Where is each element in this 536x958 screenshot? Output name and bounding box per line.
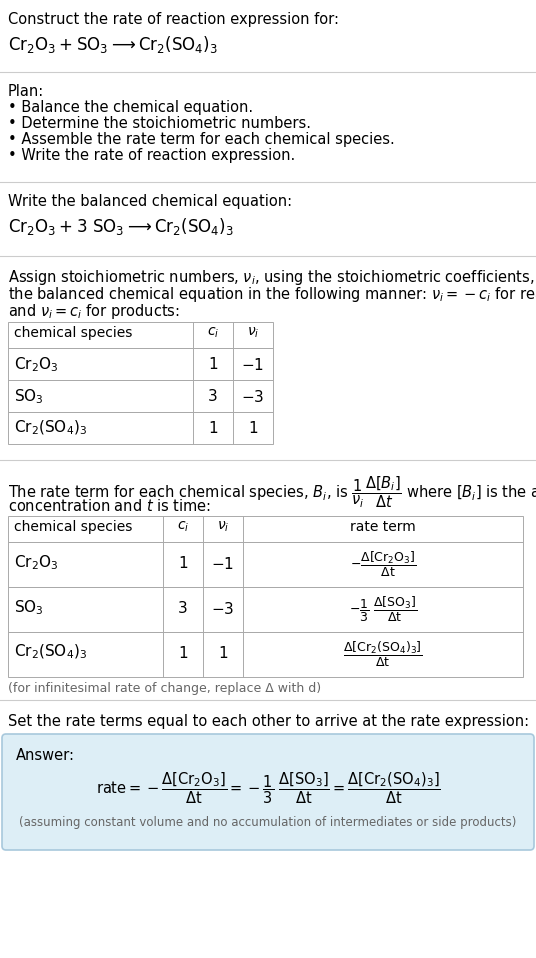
Text: $\nu_i$: $\nu_i$	[217, 520, 229, 535]
Text: Assign stoichiometric numbers, $\nu_i$, using the stoichiometric coefficients, $: Assign stoichiometric numbers, $\nu_i$, …	[8, 268, 536, 287]
Text: • Assemble the rate term for each chemical species.: • Assemble the rate term for each chemic…	[8, 132, 394, 147]
Text: $\rm Cr_2O_3 + 3\ SO_3 \longrightarrow Cr_2(SO_4)_3$: $\rm Cr_2O_3 + 3\ SO_3 \longrightarrow C…	[8, 216, 234, 237]
Bar	[8, 587, 523, 632]
Text: chemical species: chemical species	[14, 326, 132, 340]
Text: $\rm Cr_2O_3 + SO_3 \longrightarrow Cr_2(SO_4)_3$: $\rm Cr_2O_3 + SO_3 \longrightarrow Cr_2…	[8, 34, 218, 55]
Text: 3: 3	[208, 389, 218, 404]
Bar	[8, 348, 273, 380]
Text: $\rm Cr_2O_3$: $\rm Cr_2O_3$	[14, 355, 58, 374]
Text: and $\nu_i = c_i$ for products:: and $\nu_i = c_i$ for products:	[8, 302, 180, 321]
Text: The rate term for each chemical species, $B_i$, is $\dfrac{1}{\nu_i}\dfrac{\Delt: The rate term for each chemical species,…	[8, 474, 536, 510]
Text: $c_i$: $c_i$	[207, 326, 219, 340]
Text: $\rm Cr_2O_3$: $\rm Cr_2O_3$	[14, 553, 58, 572]
Text: $\rm SO_3$: $\rm SO_3$	[14, 598, 44, 617]
Text: $\dfrac{\Delta[\rm Cr_2(SO_4)_3]}{\Delta t}$: $\dfrac{\Delta[\rm Cr_2(SO_4)_3]}{\Delta…	[343, 640, 423, 669]
Text: $-1$: $-1$	[212, 556, 235, 572]
FancyBboxPatch shape	[2, 734, 534, 850]
Bar	[8, 412, 273, 444]
Text: Answer:: Answer:	[16, 748, 75, 763]
Text: Set the rate terms equal to each other to arrive at the rate expression:: Set the rate terms equal to each other t…	[8, 714, 529, 729]
Text: 3: 3	[178, 601, 188, 616]
Text: $\rm Cr_2(SO_4)_3$: $\rm Cr_2(SO_4)_3$	[14, 419, 87, 438]
Text: 1: 1	[248, 421, 258, 436]
Text: 1: 1	[178, 646, 188, 661]
Text: 1: 1	[208, 357, 218, 372]
Bar	[8, 322, 273, 348]
Text: $\rm Cr_2(SO_4)_3$: $\rm Cr_2(SO_4)_3$	[14, 643, 87, 661]
Text: • Determine the stoichiometric numbers.: • Determine the stoichiometric numbers.	[8, 116, 311, 131]
Text: (for infinitesimal rate of change, replace Δ with d): (for infinitesimal rate of change, repla…	[8, 682, 321, 695]
Bar	[8, 516, 523, 542]
Text: chemical species: chemical species	[14, 520, 132, 534]
Text: $-1$: $-1$	[242, 357, 264, 373]
Text: • Balance the chemical equation.: • Balance the chemical equation.	[8, 100, 253, 115]
Bar	[8, 632, 523, 677]
Text: Plan:: Plan:	[8, 84, 44, 99]
Text: the balanced chemical equation in the following manner: $\nu_i = -c_i$ for react: the balanced chemical equation in the fo…	[8, 285, 536, 304]
Text: 1: 1	[178, 556, 188, 571]
Text: $\rm SO_3$: $\rm SO_3$	[14, 387, 44, 405]
Text: (assuming constant volume and no accumulation of intermediates or side products): (assuming constant volume and no accumul…	[19, 816, 517, 829]
Text: rate term: rate term	[350, 520, 416, 534]
Text: $-\dfrac{1}{3}\ \dfrac{\Delta[\rm SO_3]}{\Delta t}$: $-\dfrac{1}{3}\ \dfrac{\Delta[\rm SO_3]}…	[349, 595, 417, 624]
Bar	[8, 542, 523, 587]
Text: 1: 1	[218, 646, 228, 661]
Text: • Write the rate of reaction expression.: • Write the rate of reaction expression.	[8, 148, 295, 163]
Text: Construct the rate of reaction expression for:: Construct the rate of reaction expressio…	[8, 12, 339, 27]
Text: $\mathrm{rate} = -\dfrac{\Delta[\rm Cr_2O_3]}{\Delta t} = -\dfrac{1}{3}\ \dfrac{: $\mathrm{rate} = -\dfrac{\Delta[\rm Cr_2…	[95, 770, 441, 806]
Text: $\nu_i$: $\nu_i$	[247, 326, 259, 340]
Text: concentration and $t$ is time:: concentration and $t$ is time:	[8, 498, 211, 514]
Text: Write the balanced chemical equation:: Write the balanced chemical equation:	[8, 194, 292, 209]
Text: $-3$: $-3$	[211, 601, 235, 617]
Text: 1: 1	[208, 421, 218, 436]
Bar	[8, 380, 273, 412]
Text: $-\dfrac{\Delta[\rm Cr_2O_3]}{\Delta t}$: $-\dfrac{\Delta[\rm Cr_2O_3]}{\Delta t}$	[349, 550, 416, 579]
Text: $-3$: $-3$	[241, 389, 265, 405]
Text: $c_i$: $c_i$	[177, 520, 189, 535]
